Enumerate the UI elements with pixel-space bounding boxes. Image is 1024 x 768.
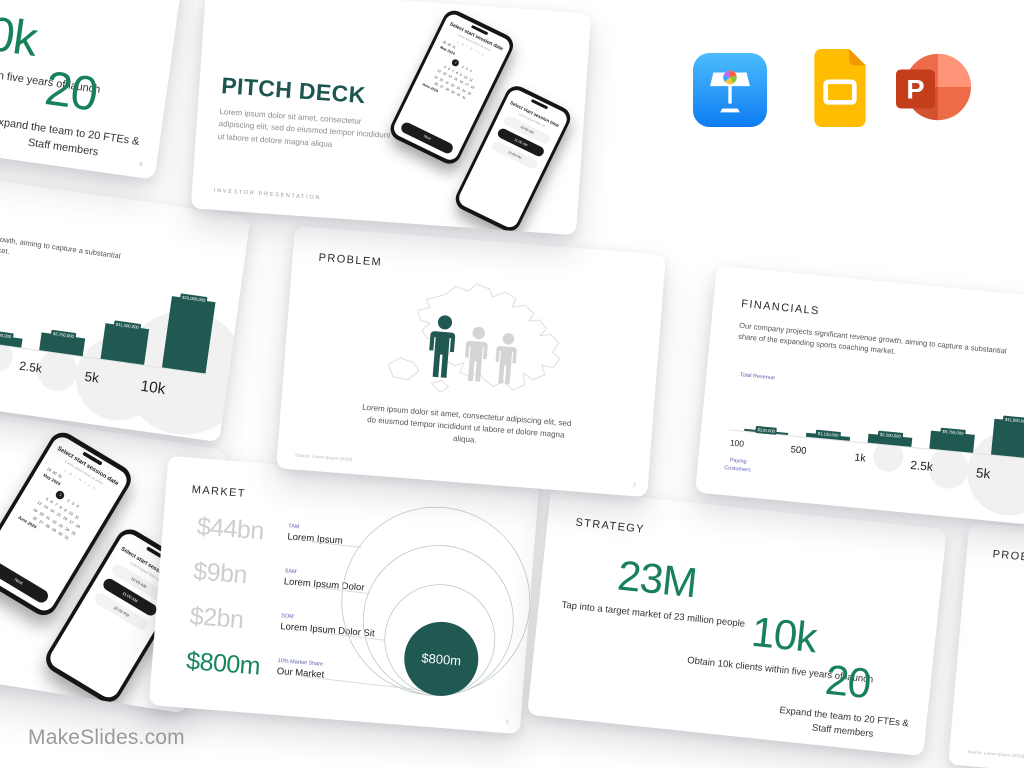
x-tick-label: 500 [790, 444, 807, 457]
person-icon [426, 313, 461, 381]
svg-text:P: P [906, 74, 924, 105]
source-note: Source: Lorem Ipsum (2024) [294, 452, 353, 462]
bar: $11,500,000 [991, 415, 1024, 459]
bar-value-label: $11,500,000 [1002, 415, 1024, 426]
market-value: $9bn [192, 557, 248, 590]
market-row-our-market: $800m 10% Market Share Our Market [185, 647, 325, 687]
page-number: 3 [505, 719, 509, 726]
people-pictograms [423, 313, 540, 413]
bar: $2,300,000 [867, 430, 913, 447]
next-button: Next [0, 559, 51, 605]
bar-value-label: $11,500,000 [113, 320, 142, 332]
problem-title: PROBLEM [992, 548, 1024, 566]
slide-financials: FINANCIALS Our company projects signific… [695, 265, 1024, 533]
problem-title: PROBLEM [318, 251, 383, 269]
export-format-icons: P [690, 46, 990, 130]
market-value: $800m [185, 646, 262, 681]
phone-notch [530, 98, 549, 110]
cover-footer-label: INVESTOR PRESENTATION [213, 187, 322, 202]
bar-value-label: $5,750,000 [940, 427, 966, 437]
person-icon [492, 331, 521, 387]
slide-pitch-deck-cover: PITCH DECK Lorem ipsum dolor sit amet, c… [190, 0, 592, 236]
slide-market: MARKET $44bn TAM Lorem Ipsum $9bn SAM Lo… [148, 455, 540, 735]
stat-value: 20 [823, 655, 873, 708]
bar-value-label: $230,000 [755, 425, 778, 435]
slide-strategy-fragment: STRATEGY 23M Tap into a target market of… [0, 0, 191, 180]
market-title: MARKET [191, 483, 247, 500]
bar-value-label: $1,150,000 [815, 429, 841, 440]
region-map-outline [344, 269, 601, 414]
page-number: 2 [632, 482, 637, 489]
financials-title: FINANCIALS [740, 297, 821, 318]
strategy-stat: 20 Expand the team to 20 FTEs & Staff me… [770, 650, 923, 745]
powerpoint-icon[interactable]: P [893, 50, 973, 131]
person-icon [461, 324, 492, 384]
page-number: 6 [138, 161, 143, 169]
bar-value-label: $23,000,000 [179, 293, 208, 305]
bar: $11,500,000 [100, 320, 150, 365]
cover-title: PITCH DECK [220, 72, 367, 109]
bar-value-label: $2,300,000 [0, 329, 14, 341]
calendar-row-rest: 2 3 4 [459, 63, 473, 73]
cover-body-text: Lorem ipsum dolor sit amet, consectetur … [217, 107, 391, 149]
strategy-title: STRATEGY [574, 516, 646, 536]
slide-problem-fragment: PROBLEM Lorem ipsum dolor sit amet, cons… [948, 522, 1024, 768]
strategy-stat: 20 Expand the team to 20 FTEs & Staff me… [0, 52, 157, 167]
next-button: Next [399, 120, 455, 156]
keynote-icon[interactable] [693, 53, 767, 132]
x-axis-label: Paying Customers [723, 457, 751, 474]
market-value: $44bn [195, 512, 265, 546]
slide-problem: PROBLEM Lorem ipsum dolor sit amet, cons… [276, 225, 666, 498]
site-watermark[interactable]: MakeSlides.com [28, 726, 185, 749]
bar-value-label: $2,300,000 [877, 430, 904, 440]
google-slides-icon[interactable] [808, 48, 872, 133]
market-value: $2bn [188, 602, 245, 635]
source-note: Source: Lorem Ipsum (2024) [967, 748, 1024, 759]
nested-market-circles: $800m [321, 483, 539, 720]
bubble-value-label: $800m [421, 650, 462, 668]
slide-strategy: STRATEGY 23M Tap into a target market of… [527, 487, 947, 757]
bar-value-label: $5,750,000 [50, 329, 77, 341]
market-row-tam: $44bn TAM Lorem Ipsum [196, 512, 344, 552]
x-tick-label: 100 [729, 437, 745, 449]
